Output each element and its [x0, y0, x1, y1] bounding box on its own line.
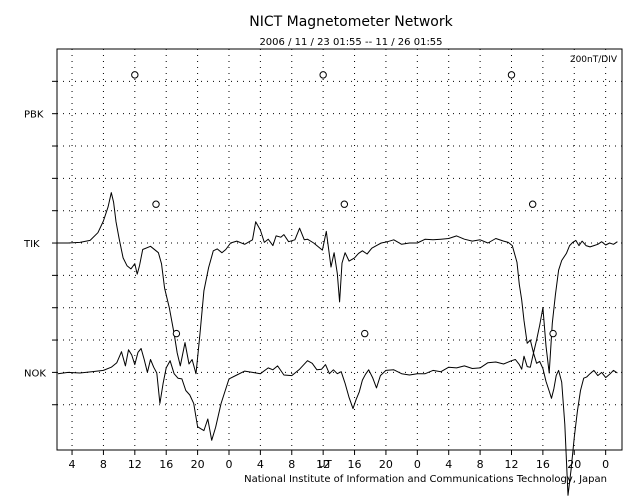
local-noon-marker: [131, 71, 139, 79]
local-noon-marker: [507, 71, 516, 79]
chart-subtitle: 2006 / 11 / 23 01:55 -- 11 / 26 01:55: [259, 37, 442, 48]
grid: [57, 49, 622, 450]
x-tick-label: 8: [288, 458, 295, 471]
x-tick-label: 4: [445, 458, 452, 471]
station-label: NOK: [24, 368, 46, 379]
local-noon-marker: [549, 329, 557, 338]
x-tick-label: 20: [379, 458, 393, 471]
chart-title: NICT Magnetometer Network: [249, 14, 453, 30]
footer-credit: National Institute of Information and Co…: [244, 474, 607, 485]
plot-frame: [56, 48, 623, 451]
station-pbk: PBK: [24, 71, 516, 121]
x-tick-label: 0: [414, 458, 421, 471]
x-unit-label: UT: [318, 459, 332, 470]
x-tick-label: 16: [159, 458, 173, 471]
station-nok: NOK: [24, 329, 618, 496]
trace-tik: [57, 192, 618, 375]
x-tick-label: 16: [536, 458, 550, 471]
local-noon-marker: [152, 200, 160, 208]
x-tick-label: 12: [316, 458, 330, 471]
local-noon-marker: [361, 329, 369, 338]
station-label: PBK: [24, 110, 44, 121]
local-noon-marker: [172, 329, 181, 338]
x-tick-label: 4: [69, 458, 76, 471]
x-tick-label: 4: [257, 458, 264, 471]
x-tick-label: 0: [602, 458, 609, 471]
x-ticks: 4 8 12 16 20 0 4 8 12 16 20 0 4 8 12 16 20 0: [52, 80, 609, 471]
x-tick-label: 20: [567, 458, 581, 471]
station-tik: TIK: [23, 192, 618, 375]
x-tick-label: 12: [128, 458, 142, 471]
local-noon-marker: [340, 200, 349, 208]
local-noon-marker: [528, 200, 537, 208]
station-label: TIK: [23, 239, 40, 250]
stations: PBK TIK NOK: [23, 71, 618, 496]
local-noon-marker: [319, 71, 327, 79]
x-tick-label: 12: [504, 458, 518, 471]
x-tick-label: 8: [100, 458, 107, 471]
x-tick-label: 0: [225, 458, 232, 471]
x-tick-label: 20: [191, 458, 205, 471]
scale-label: 200nT/DIV: [570, 55, 618, 65]
x-tick-label: 8: [477, 458, 484, 471]
trace-nok: [57, 348, 618, 496]
x-tick-label: 16: [348, 458, 362, 471]
